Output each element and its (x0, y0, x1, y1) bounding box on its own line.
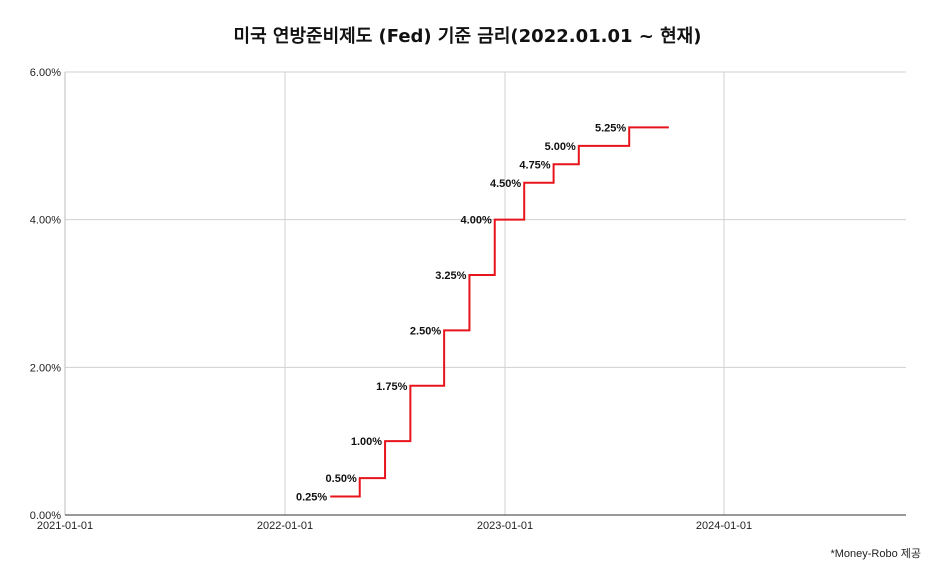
data-label: 4.50% (490, 178, 521, 190)
x-tick-label: 2023-01-01 (477, 520, 533, 532)
series-fed-rate (330, 126, 669, 498)
x-tick-label: 2022-01-01 (257, 520, 313, 532)
y-tick-label: 6.00% (30, 67, 61, 79)
data-label: 3.25% (435, 270, 466, 282)
y-tick-label: 0.00% (30, 510, 61, 522)
y-tick-label: 2.00% (30, 362, 61, 374)
data-label: 2.50% (410, 325, 441, 337)
x-tick-label: 2021-01-01 (37, 520, 93, 532)
data-label: 1.75% (376, 381, 407, 393)
data-label: 4.75% (519, 159, 550, 171)
data-label: 5.25% (595, 122, 626, 134)
grid (65, 71, 906, 515)
series-line (330, 126, 669, 498)
chart-credit: *Money-Robo 제공 (830, 548, 921, 560)
x-tick-label: 2024-01-01 (696, 520, 752, 532)
axes: 0.00% 2.00% 4.00% 6.00% 2021-01-01 2022-01-01… (30, 67, 906, 532)
data-label: 0.50% (326, 473, 357, 485)
data-labels: 0.25% 0.50% 1.00% 1.75% 2.50% 3.25% 4.00% 4.50%… (296, 122, 626, 503)
data-label: 1.00% (351, 436, 382, 448)
data-label: 0.25% (296, 492, 327, 504)
chart-title: 미국 연방준비제도 (Fed) 기준 금리(2022.01.01 ~ 현재) (233, 26, 702, 47)
y-tick-label: 4.00% (30, 215, 61, 227)
data-label: 5.00% (545, 141, 576, 153)
data-label: 4.00% (461, 215, 492, 227)
